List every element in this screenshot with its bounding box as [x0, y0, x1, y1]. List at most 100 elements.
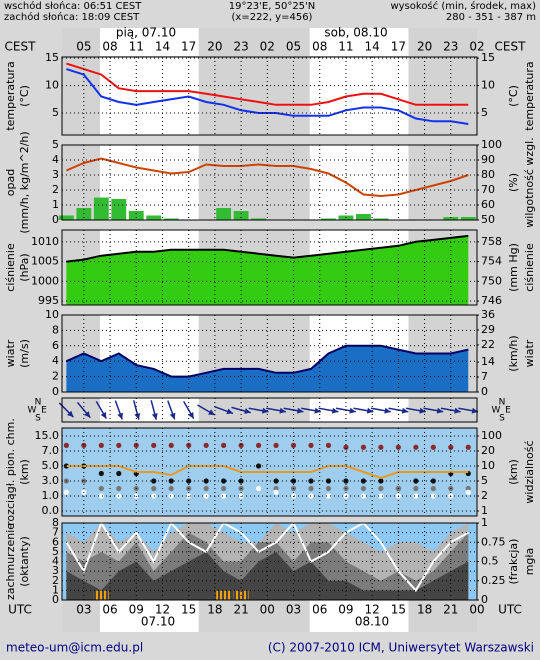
y2-tick-label: 100 — [481, 429, 502, 442]
elevation-title: wysokość (min, środek, max) — [390, 0, 536, 12]
sunset: zachód słońca: 18:09 CEST — [4, 11, 140, 23]
y2-tick-label: 60 — [481, 198, 495, 211]
wind-arrow — [95, 400, 107, 420]
arrow-head — [419, 407, 426, 414]
wind-arrow — [423, 407, 444, 414]
date-label: 07.10 — [141, 615, 175, 629]
compass-letter: W — [492, 406, 501, 416]
y2-tick-label: 80 — [481, 168, 495, 181]
compass-letter: N — [499, 398, 506, 408]
y2-tick-label: 1 — [481, 504, 488, 517]
contact-email[interactable]: meteo-um@icm.edu.pl — [6, 641, 143, 655]
data-line — [66, 62, 469, 106]
dot — [255, 442, 262, 448]
dot — [360, 485, 367, 492]
dot — [98, 470, 104, 477]
y-tick-label: 1005 — [31, 255, 59, 268]
time-zone: CEST — [5, 40, 37, 54]
time-tick-label: 15 — [391, 603, 406, 617]
arrow-head — [100, 411, 107, 419]
y-tick-label: 4 — [52, 555, 59, 568]
sunrise: wschód słońca: 06:51 CEST — [4, 0, 142, 12]
arrow-head — [244, 408, 251, 414]
dot — [413, 444, 419, 450]
time-tick-label: 06 — [312, 603, 327, 617]
y2-tick-label: 750 — [481, 274, 502, 287]
y2-tick-label: 0 — [481, 593, 488, 606]
time-tick-label: 12 — [365, 603, 380, 617]
y-tick-label: 15.0 — [35, 429, 60, 442]
wind-arrow — [167, 400, 176, 420]
time-tick-label: 06 — [102, 603, 117, 617]
y-axis-unit: (m/s) — [18, 339, 31, 368]
arrow-head — [366, 407, 374, 414]
y2-tick-label: 10 — [481, 79, 495, 92]
grid-layer — [62, 522, 478, 601]
y-tick-label: 5.0 — [42, 459, 60, 472]
y-axis-title: wiatr — [4, 339, 17, 367]
arrow-head — [117, 412, 123, 420]
time-tick-label: 02 — [260, 40, 275, 54]
dot — [63, 442, 69, 448]
dot — [221, 442, 227, 448]
y2-tick-label: 36 — [481, 308, 495, 321]
dot — [168, 493, 174, 499]
dot — [63, 489, 69, 495]
time-tick-label: 05 — [76, 40, 91, 54]
time-tick-label: 21 — [233, 603, 248, 617]
dot — [378, 478, 384, 484]
y2-tick-label: 29 — [481, 323, 495, 336]
y2-axis-title: widzialność — [523, 440, 536, 503]
y-axis-title: zachmurzenie — [4, 523, 17, 600]
dot — [430, 444, 436, 450]
y-tick-label: 2 — [52, 574, 59, 587]
dot — [413, 478, 419, 484]
dot — [98, 493, 104, 499]
time-tick-label: 09 — [129, 603, 144, 617]
dot — [465, 444, 471, 450]
compass-letter: S — [35, 414, 41, 424]
grid-layer — [62, 314, 478, 393]
dot — [413, 493, 419, 499]
y2-tick-label: 5 — [481, 474, 488, 487]
arrow-head — [454, 407, 461, 414]
y2-axis-title: mgła — [523, 548, 536, 576]
time-tick-label: 21 — [443, 603, 458, 617]
time-tick-label: 08 — [102, 40, 117, 54]
dot — [168, 442, 174, 448]
y-tick-label: 2 — [52, 183, 59, 196]
bar — [93, 197, 109, 220]
dot — [430, 485, 436, 492]
dot — [360, 478, 367, 484]
date-label: pią, 07.10 — [116, 26, 176, 40]
y2-tick-label: 50 — [481, 213, 495, 226]
time-tick-label: 23 — [443, 40, 458, 54]
bar — [163, 218, 179, 220]
panel-border — [61, 144, 478, 221]
y2-tick-label: 1 — [481, 516, 488, 529]
time-tick-label: 20 — [207, 40, 222, 54]
panel-border — [61, 397, 478, 423]
y2-tick-label: 70 — [481, 183, 495, 196]
time-tick-label: 20 — [417, 40, 432, 54]
time-zone: UTC — [498, 603, 522, 617]
time-tick-label: 23 — [233, 40, 248, 54]
dot — [360, 493, 367, 499]
arrow-head — [401, 407, 409, 414]
grid-point: (x=222, y=456) — [232, 12, 313, 23]
y2-tick-label: 20 — [481, 444, 495, 457]
y-tick-label: 3.0 — [42, 474, 60, 487]
dot — [151, 485, 157, 492]
dot — [325, 442, 332, 448]
dot — [116, 470, 122, 477]
y2-tick-label: 758 — [481, 235, 502, 248]
bar — [460, 217, 476, 220]
y2-tick-label: 754 — [481, 255, 502, 268]
date-label: 08.10 — [355, 615, 389, 629]
y-tick-label: 5 — [52, 138, 59, 151]
bar — [216, 208, 232, 220]
night-band — [198, 145, 310, 220]
bar — [146, 215, 162, 220]
panel-border — [61, 522, 478, 601]
